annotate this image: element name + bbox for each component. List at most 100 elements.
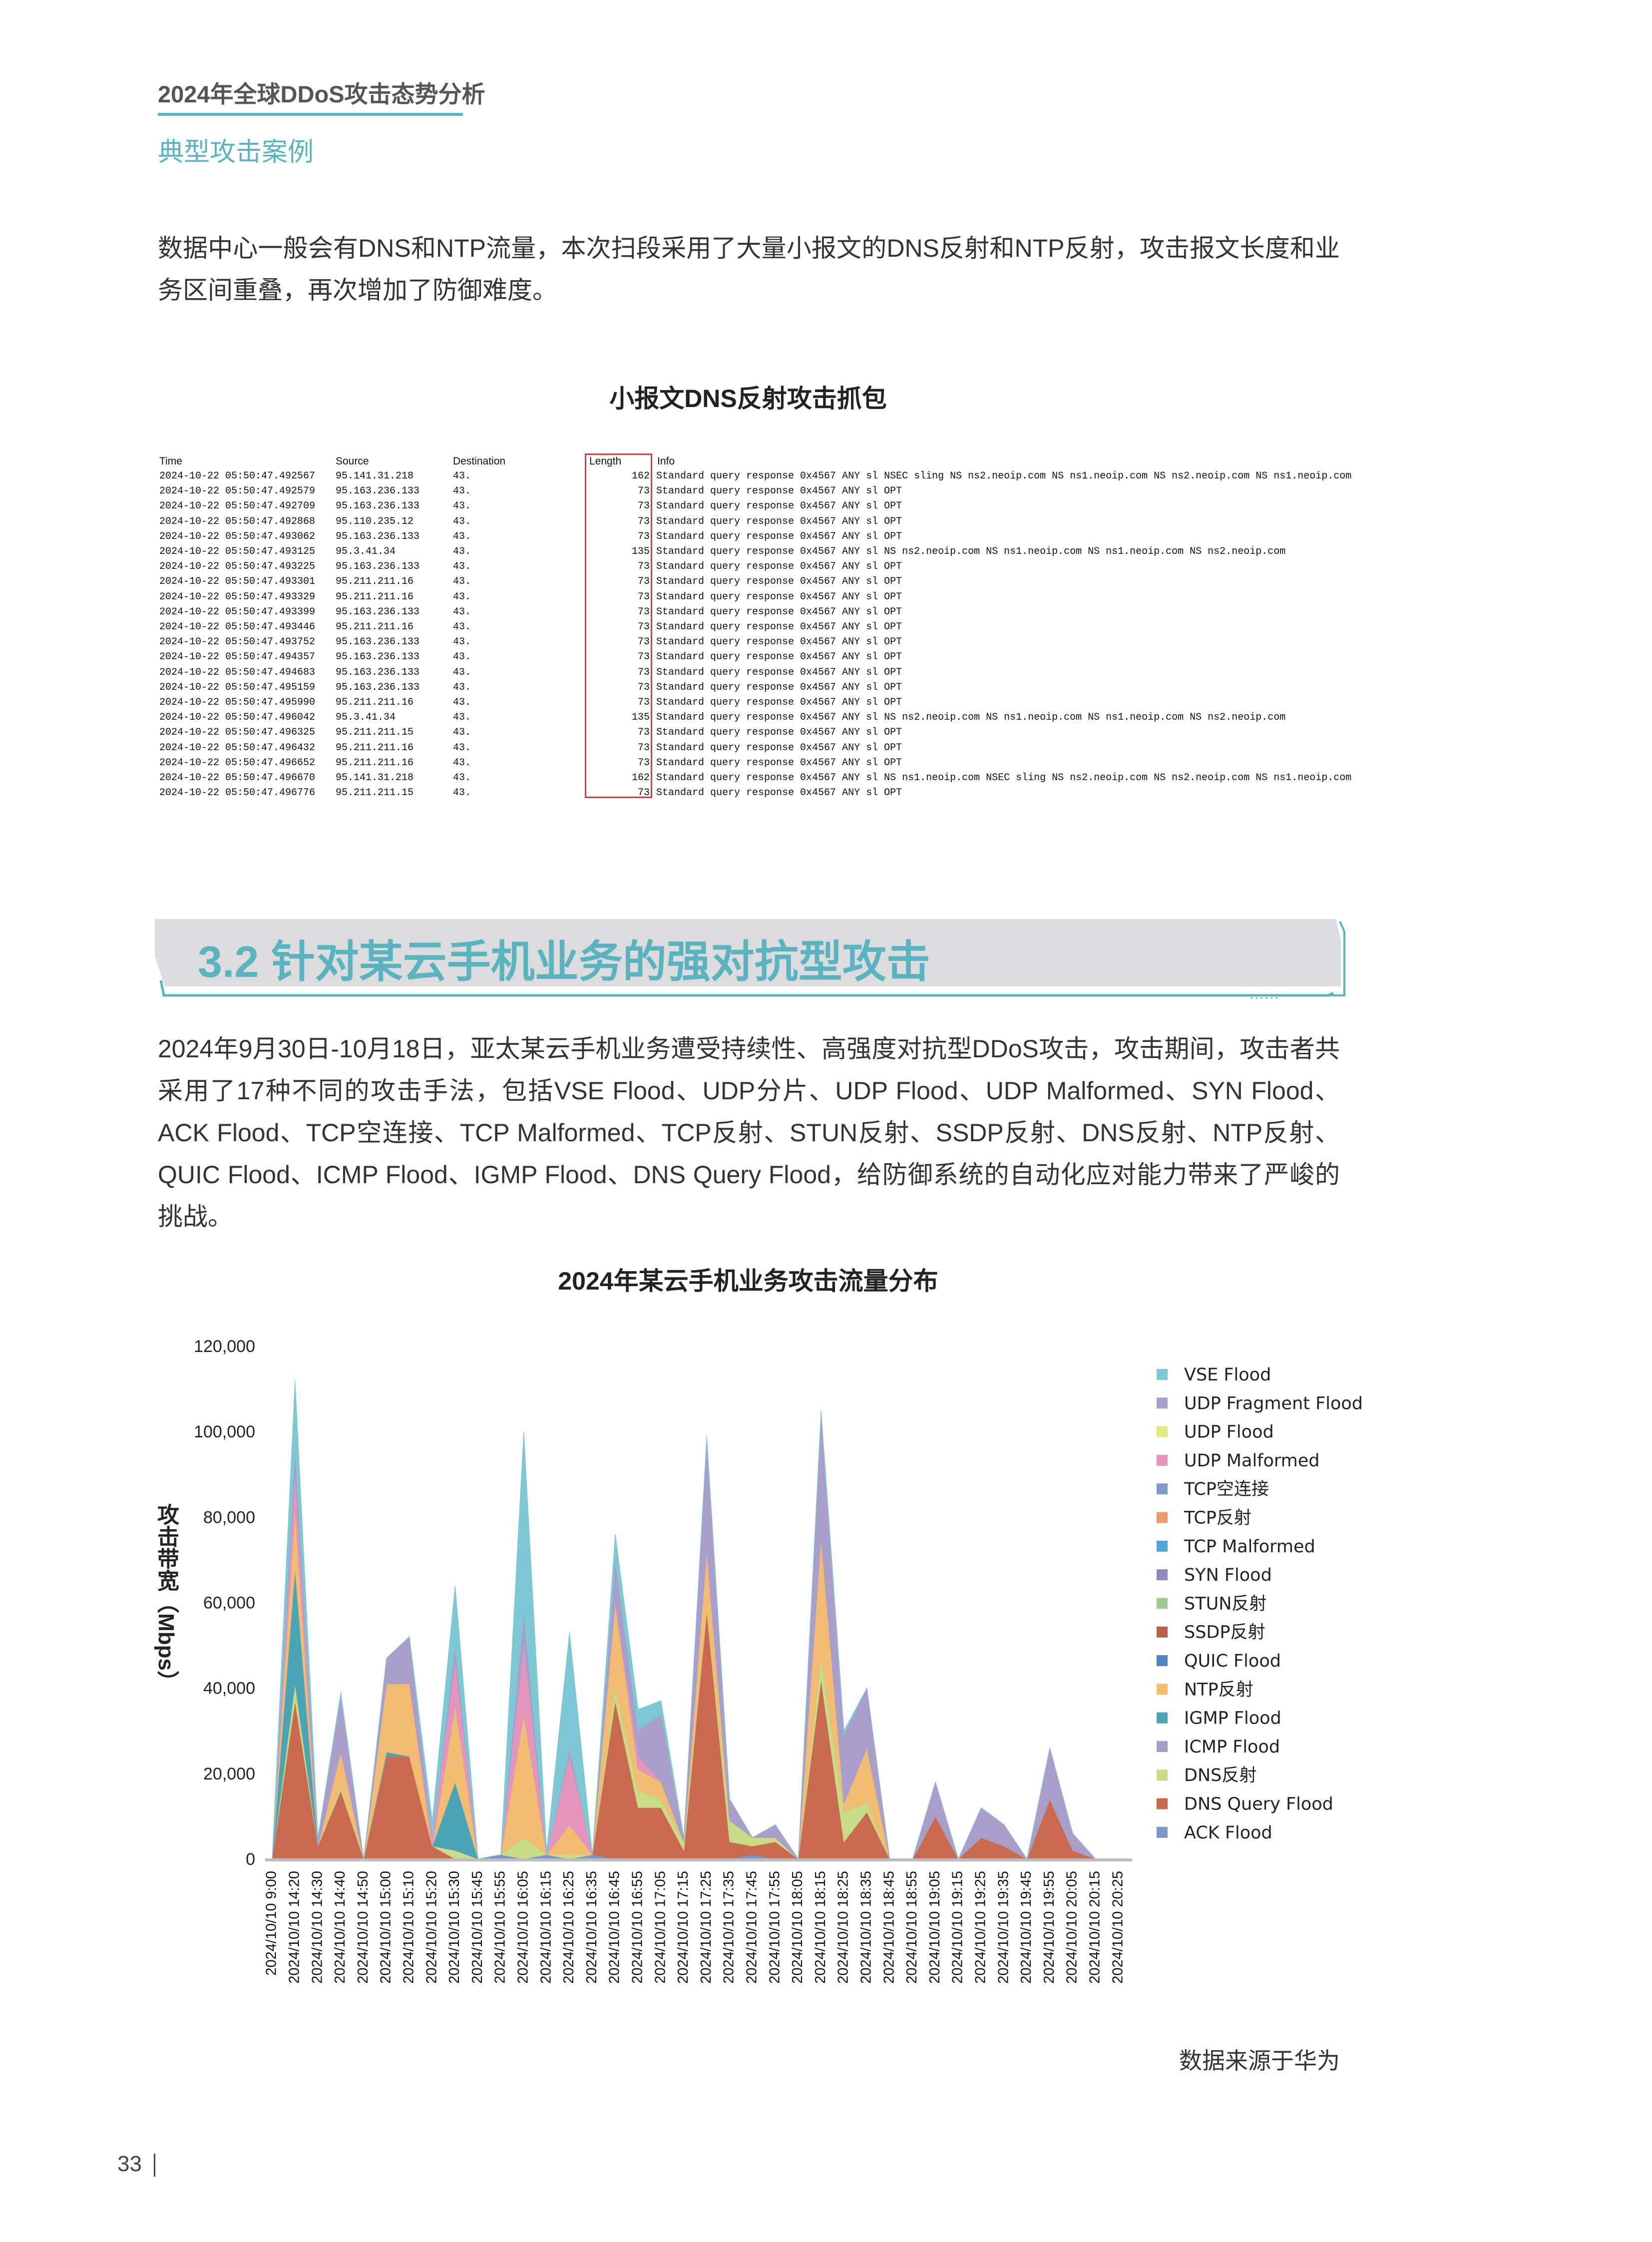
legend-swatch <box>1157 1712 1168 1724</box>
cell-source: 95.163.236.133 <box>336 500 420 512</box>
legend-swatch <box>1157 1626 1168 1638</box>
cell-info: Standard query response 0x4567 ANY sl OP… <box>656 787 902 799</box>
legend-swatch <box>1157 1741 1168 1752</box>
cell-length: 73 <box>637 636 650 648</box>
cell-source: 95.211.211.15 <box>336 787 414 799</box>
cell-destination: 43. <box>453 697 471 708</box>
cell-time: 2024-10-22 05:50:47.493752 <box>159 636 316 648</box>
cell-destination: 43. <box>453 772 471 784</box>
section-label: 典型攻击案例 <box>158 138 314 167</box>
cell-length: 73 <box>637 561 650 573</box>
cell-destination: 43. <box>453 681 471 693</box>
x-tick-label: 2024/10/10 16:15 <box>538 1871 554 1984</box>
legend-label: TCP Malformed <box>1184 1537 1315 1557</box>
legend-label: DNS Query Flood <box>1184 1794 1333 1814</box>
cell-destination: 43. <box>453 470 471 482</box>
x-tick-label: 2024/10/10 14:30 <box>309 1871 325 1984</box>
cell-info: Standard query response 0x4567 ANY sl NS… <box>656 772 1352 784</box>
cell-time: 2024-10-22 05:50:47.496776 <box>159 787 316 799</box>
x-tick-label: 2024/10/10 17:25 <box>698 1871 714 1984</box>
cell-info: Standard query response 0x4567 ANY sl OP… <box>656 742 902 754</box>
x-tick-label: 2024/10/10 16:45 <box>607 1871 623 1984</box>
legend-swatch <box>1157 1826 1168 1838</box>
cell-destination: 43. <box>453 485 471 497</box>
cell-length: 73 <box>637 681 650 693</box>
intro-paragraph: 数据中心一般会有DNS和NTP流量，本次扫段采用了大量小报文的DNS反射和NTP… <box>158 234 1340 304</box>
cell-info: Standard query response 0x4567 ANY sl OP… <box>656 500 902 512</box>
cell-info: Standard query response 0x4567 ANY sl NS… <box>656 546 1286 557</box>
source-note: 数据来源于华为 <box>1179 2048 1340 2074</box>
cell-info: Standard query response 0x4567 ANY sl OP… <box>656 515 902 527</box>
x-tick-label: 2024/10/10 19:05 <box>927 1871 943 1984</box>
x-tick-label: 2024/10/10 18:05 <box>790 1871 806 1984</box>
cell-source: 95.141.31.218 <box>336 772 414 784</box>
x-tick-label: 2024/10/10 20:05 <box>1064 1871 1080 1984</box>
cell-destination: 43. <box>453 636 471 648</box>
packet-capture-table: Time Source Destination Length Info 2024… <box>0 0 1652 849</box>
header-underline <box>158 113 463 116</box>
cell-source: 95.211.211.16 <box>336 757 414 769</box>
cell-source: 95.163.236.133 <box>336 681 420 693</box>
legend-label: UDP Flood <box>1184 1422 1274 1442</box>
area-vse-flood <box>272 1380 1119 1860</box>
cell-length: 73 <box>637 787 650 799</box>
y-tick-label: 20,000 <box>203 1765 255 1784</box>
x-tick-label: 2024/10/10 16:05 <box>515 1871 531 1984</box>
legend-label: SYN Flood <box>1184 1565 1272 1585</box>
legend-label: TCP空连接 <box>1184 1479 1269 1499</box>
cell-length: 73 <box>637 515 650 527</box>
cell-destination: 43. <box>453 591 471 603</box>
cell-length: 73 <box>637 591 650 603</box>
cell-info: Standard query response 0x4567 ANY sl OP… <box>656 727 902 739</box>
legend-swatch <box>1157 1770 1168 1781</box>
legend-swatch <box>1157 1798 1168 1809</box>
x-tick-label: 2024/10/10 20:25 <box>1110 1871 1126 1984</box>
x-tick-label: 2024/10/10 14:40 <box>332 1871 348 1984</box>
cell-time: 2024-10-22 05:50:47.496432 <box>159 742 316 754</box>
cell-source: 95.163.236.133 <box>336 485 420 497</box>
cell-destination: 43. <box>453 651 471 663</box>
cell-time: 2024-10-22 05:50:47.493399 <box>159 606 316 618</box>
chart-title: 2024年某云手机业务攻击流量分布 <box>558 1267 938 1295</box>
cell-length: 135 <box>631 712 650 724</box>
cell-length: 135 <box>631 546 650 557</box>
cell-source: 95.141.31.218 <box>336 470 414 482</box>
x-tick-label: 2024/10/10 18:15 <box>813 1871 828 1984</box>
column-header-source: Source <box>336 455 369 467</box>
x-tick-label: 2024/10/10 15:30 <box>446 1871 462 1984</box>
cell-length: 73 <box>637 651 650 663</box>
cell-source: 95.110.235.12 <box>336 515 414 527</box>
cell-time: 2024-10-22 05:50:47.493125 <box>159 546 316 557</box>
legend-label: STUN反射 <box>1184 1594 1266 1614</box>
legend-label: QUIC Flood <box>1184 1651 1281 1671</box>
legend-label: UDP Malformed <box>1184 1451 1320 1471</box>
cell-source: 95.3.41.34 <box>336 546 396 557</box>
legend-label: ACK Flood <box>1184 1823 1272 1843</box>
cell-length: 73 <box>637 606 650 618</box>
cell-length: 162 <box>631 772 650 784</box>
cell-info: Standard query response 0x4567 ANY sl OP… <box>656 485 902 497</box>
cell-source: 95.163.236.133 <box>336 666 420 678</box>
cell-destination: 43. <box>453 606 471 618</box>
x-tick-label: 2024/10/10 17:55 <box>767 1871 783 1984</box>
cell-info: Standard query response 0x4567 ANY sl OP… <box>656 561 902 573</box>
x-tick-label: 2024/10/10 18:35 <box>858 1871 874 1984</box>
cell-time: 2024-10-22 05:50:47.496325 <box>159 727 316 739</box>
x-tick-label: 2024/10/10 19:45 <box>1018 1871 1034 1984</box>
cell-destination: 43. <box>453 621 471 633</box>
cell-time: 2024-10-22 05:50:47.493062 <box>159 530 316 542</box>
x-tick-label: 2024/10/10 16:55 <box>629 1871 645 1984</box>
cell-info: Standard query response 0x4567 ANY sl OP… <box>656 681 902 693</box>
cell-time: 2024-10-22 05:50:47.495159 <box>159 681 316 693</box>
column-header-destination: Destination <box>453 455 506 467</box>
cell-destination: 43. <box>453 530 471 542</box>
cell-destination: 43. <box>453 500 471 512</box>
cell-source: 95.163.236.133 <box>336 606 420 618</box>
cell-time: 2024-10-22 05:50:47.492579 <box>159 485 316 497</box>
cell-source: 95.163.236.133 <box>336 651 420 663</box>
x-tick-label: 2024/10/10 15:20 <box>423 1871 439 1984</box>
x-tick-label: 2024/10/10 15:45 <box>469 1871 485 1984</box>
legend-swatch <box>1157 1540 1168 1552</box>
x-tick-label: 2024/10/10 18:55 <box>904 1871 920 1984</box>
x-tick-label: 2024/10/10 9:00 <box>264 1871 280 1976</box>
